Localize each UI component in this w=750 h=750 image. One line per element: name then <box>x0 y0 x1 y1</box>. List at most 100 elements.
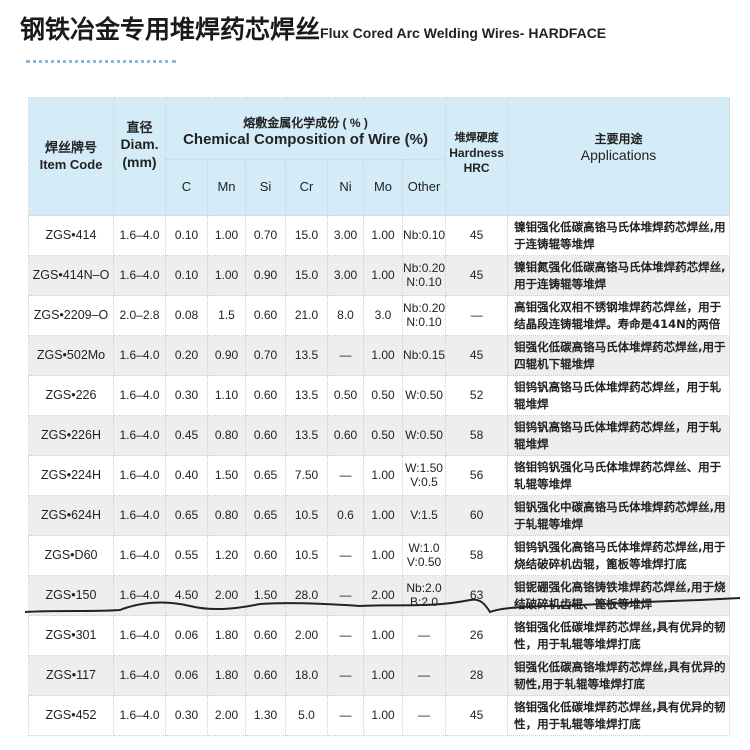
composition-cell-mn: 1.00 <box>207 215 246 256</box>
composition-cell-cr: 28.0 <box>285 575 328 616</box>
table-row: ZGS•624H 1.6–4.0 0.65 0.80 0.65 10.5 0.6 1.00 V:… <box>28 495 730 536</box>
diameter-cell: 1.6–4.0 <box>113 375 166 416</box>
composition-cell-c: 0.55 <box>165 535 208 576</box>
hardness-cell: 58 <box>445 535 509 576</box>
header-element-si: Si <box>245 159 286 216</box>
composition-cell-cr: 2.00 <box>285 615 328 656</box>
header-comp-en: Chemical Composition of Wire (%) <box>183 130 428 148</box>
item-code-cell: ZGS•301 <box>28 615 114 656</box>
table-row: ZGS•117 1.6–4.0 0.06 1.80 0.60 18.0—1.00—28 钼强… <box>28 655 730 696</box>
title-divider <box>26 60 176 63</box>
item-code-cell: ZGS•226H <box>28 415 114 456</box>
composition-cell-ni: — <box>327 455 364 496</box>
composition-cell-mo: 2.00 <box>363 575 403 616</box>
item-code-cell: ZGS•414 <box>28 215 114 256</box>
composition-cell-ni: — <box>327 535 364 576</box>
item-code-cell: ZGS•224H <box>28 455 114 496</box>
hardness-cell: 52 <box>445 375 509 416</box>
applications-cell: 钼钨钒强化高铬马氏体堆焊药芯焊丝,用于烧结破碎机齿辊，篦板等堆焊打底 <box>507 535 730 576</box>
item-code-cell: ZGS•414N–O <box>28 255 114 296</box>
header-element-ni: Ni <box>327 159 364 216</box>
composition-cell-mn: 1.20 <box>207 535 246 576</box>
header-composition: 熔敷金属化学成份 ( % ) Chemical Composition of Wi… <box>164 97 447 160</box>
composition-cell-cr: 15.0 <box>285 255 328 296</box>
composition-cell-ni: 8.0 <box>327 295 364 336</box>
item-code-cell: ZGS•624H <box>28 495 114 536</box>
applications-cell: 钼铌硼强化高铬铸铁堆焊药芯焊丝,用于烧结破碎机齿辊、篦板等堆焊 <box>507 575 730 616</box>
applications-cell: 铬钼强化低碳堆焊药芯焊丝,具有优异的韧性，用于轧辊等堆焊打底 <box>507 695 730 736</box>
header-item-code-zh: 焊丝牌号 <box>44 140 97 156</box>
header-hardness-en: Hardness <box>449 145 504 160</box>
composition-cell-si: 0.60 <box>245 415 286 456</box>
composition-cell-mo: 1.00 <box>363 255 403 296</box>
composition-cell-si: 0.60 <box>245 655 286 696</box>
table-row: ZGS•502Mo 1.6–4.0 0.20 0.90 0.70 13.5—1.00 Nb:… <box>28 335 730 376</box>
table-row: ZGS•2209–O 2.0–2.8 0.08 1.5 0.60 21.0 8.0 3.0 Nb… <box>28 295 730 336</box>
composition-cell-mn: 1.80 <box>207 655 246 696</box>
header-hardness: 堆焊硬度 Hardness HRC <box>445 97 509 216</box>
diameter-cell: 1.6–4.0 <box>113 495 166 536</box>
hardness-cell: 26 <box>445 615 509 656</box>
table-row: ZGS•226 1.6–4.0 0.30 1.10 0.60 13.5 0.50 0.50 W:… <box>28 375 730 416</box>
applications-cell: 铬钼钨钒强化马氏体堆焊药芯焊丝、用于轧辊等堆焊 <box>507 455 730 496</box>
composition-cell-other: Nb:0.15 <box>401 335 447 376</box>
table-row: ZGS•224H 1.6–4.0 0.40 1.50 0.65 7.50—1.00 W:1.… <box>28 455 730 496</box>
composition-cell-other: W:1.0 V:0.50 <box>401 535 447 576</box>
composition-cell-other: V:1.5 <box>401 495 447 536</box>
header-element-cr: Cr <box>285 159 328 216</box>
composition-cell-si: 0.70 <box>245 335 286 376</box>
composition-cell-mo: 1.00 <box>363 615 403 656</box>
item-code-cell: ZGS•117 <box>28 655 114 696</box>
composition-cell-c: 0.45 <box>165 415 208 456</box>
header-item-code-en: Item Code <box>39 156 103 172</box>
composition-cell-mn: 0.90 <box>207 335 246 376</box>
hardness-cell: 45 <box>445 695 509 736</box>
composition-cell-cr: 15.0 <box>285 215 328 256</box>
composition-cell-ni: — <box>327 695 364 736</box>
composition-cell-cr: 13.5 <box>285 415 328 456</box>
composition-cell-cr: 18.0 <box>285 655 328 696</box>
table-row: ZGS•D60 1.6–4.0 0.55 1.20 0.60 10.5—1.00 W:1.0… <box>28 535 730 576</box>
composition-cell-c: 0.30 <box>165 695 208 736</box>
applications-cell: 钼强化低碳高铬马氏体堆焊药芯焊丝,用于四辊机下辊堆焊 <box>507 335 730 376</box>
composition-cell-other: — <box>401 655 447 696</box>
item-code-cell: ZGS•2209–O <box>28 295 114 336</box>
applications-cell: 钼钨钒高铬马氏体堆焊药芯焊丝，用于轧辊堆焊 <box>507 415 730 456</box>
diameter-cell: 1.6–4.0 <box>113 455 166 496</box>
composition-cell-cr: 7.50 <box>285 455 328 496</box>
composition-cell-mn: 1.00 <box>207 255 246 296</box>
composition-cell-si: 0.90 <box>245 255 286 296</box>
composition-cell-other: W:0.50 <box>401 375 447 416</box>
header-hardness-zh: 堆焊硬度 <box>454 132 499 144</box>
page-title: 钢铁冶金专用堆焊药芯焊丝Flux Cored Arc Welding Wires… <box>20 10 606 46</box>
applications-cell: 钼钒强化中碳高铬马氏体堆焊药芯焊丝,用于轧辊等堆焊 <box>507 495 730 536</box>
composition-cell-mn: 1.50 <box>207 455 246 496</box>
composition-cell-c: 0.40 <box>165 455 208 496</box>
diameter-cell: 1.6–4.0 <box>113 335 166 376</box>
composition-cell-c: 0.06 <box>165 655 208 696</box>
composition-cell-mo: 1.00 <box>363 695 403 736</box>
diameter-cell: 1.6–4.0 <box>113 255 166 296</box>
hardness-cell: 28 <box>445 655 509 696</box>
header-applications: 主要用途 Applications <box>507 97 730 216</box>
composition-cell-ni: 0.60 <box>327 415 364 456</box>
composition-cell-c: 0.20 <box>165 335 208 376</box>
composition-cell-other: Nb:0.10 <box>401 215 447 256</box>
composition-cell-si: 0.60 <box>245 295 286 336</box>
composition-cell-mn: 0.80 <box>207 495 246 536</box>
product-table: 焊丝牌号 Item Code 直径 Diam. (mm) 熔敷金属化学成份 ( % )… <box>28 97 730 736</box>
composition-cell-si: 0.60 <box>245 615 286 656</box>
header-diam-zh: 直径 <box>126 120 153 135</box>
header-app-zh: 主要用途 <box>594 132 643 146</box>
title-zh: 钢铁冶金专用堆焊药芯焊丝 <box>20 15 321 44</box>
applications-cell: 高钼强化双相不锈钢堆焊药芯焊丝，用于结晶段连铸辊堆焊。寿命是414N的两倍 <box>507 295 730 336</box>
composition-cell-c: 0.10 <box>165 215 208 256</box>
composition-cell-mo: 0.50 <box>363 415 403 456</box>
composition-cell-ni: — <box>327 575 364 616</box>
applications-cell: 铬钼强化低碳堆焊药芯焊丝,具有优异的韧性，用于轧辊等堆焊打底 <box>507 615 730 656</box>
item-code-cell: ZGS•452 <box>28 695 114 736</box>
composition-cell-mo: 1.00 <box>363 455 403 496</box>
applications-cell: 钼钨钒高铬马氏体堆焊药芯焊丝，用于轧辊堆焊 <box>507 375 730 416</box>
hardness-cell: 45 <box>445 335 509 376</box>
header-app-en: Applications <box>580 147 657 163</box>
